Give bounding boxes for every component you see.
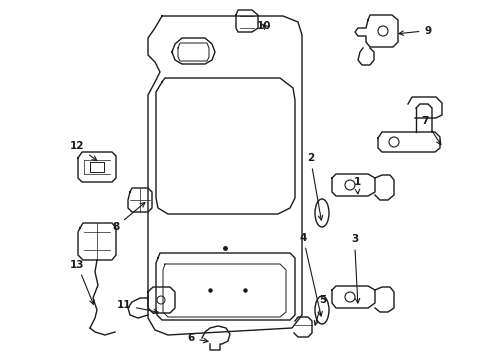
Text: 3: 3 [350, 234, 359, 303]
Text: 7: 7 [421, 116, 440, 145]
Text: 13: 13 [70, 260, 94, 304]
Text: 10: 10 [256, 21, 271, 31]
Text: 4: 4 [299, 233, 322, 316]
Text: 11: 11 [116, 300, 158, 314]
Text: 2: 2 [306, 153, 322, 220]
Text: 1: 1 [353, 177, 360, 194]
Text: 12: 12 [70, 141, 97, 161]
Text: 6: 6 [187, 333, 207, 343]
Text: 8: 8 [112, 203, 144, 232]
Text: 5: 5 [314, 294, 325, 325]
Text: 9: 9 [398, 26, 430, 36]
